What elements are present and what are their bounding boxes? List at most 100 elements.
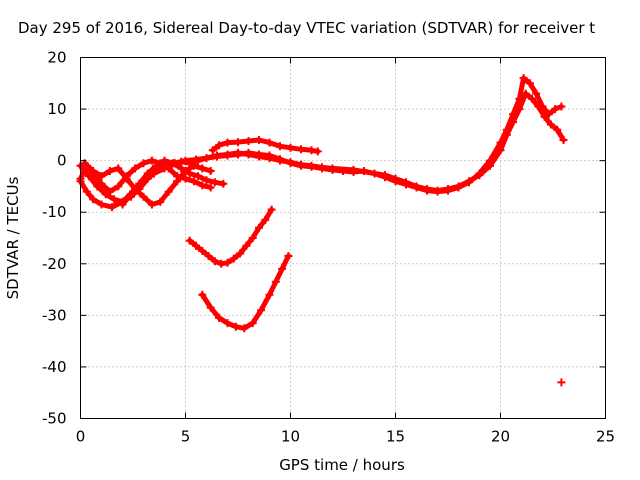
y-axis-label: SDTVAR / TECUs xyxy=(4,176,22,299)
data-point xyxy=(559,136,568,144)
data-point xyxy=(234,148,242,157)
data-point xyxy=(267,205,276,214)
series-arc-6 xyxy=(208,136,322,156)
data-point xyxy=(248,234,257,242)
data-point xyxy=(194,156,203,165)
data-point xyxy=(177,164,186,173)
data-point xyxy=(528,94,536,103)
series-arc-5 xyxy=(118,156,228,209)
axis-ticks: 0 5 10 15 20 25 -50 -40 -30 -20 -10 0 10 20 xyxy=(42,49,615,446)
data-point xyxy=(89,195,98,204)
series-track xyxy=(82,160,214,207)
data-point xyxy=(198,164,207,173)
data-point xyxy=(206,167,215,175)
data-point xyxy=(248,319,257,328)
data-point xyxy=(198,290,207,299)
data-point xyxy=(105,187,114,196)
data-point xyxy=(433,187,442,196)
data-point xyxy=(271,277,280,286)
data-point xyxy=(189,177,198,186)
data-point xyxy=(206,303,215,312)
data-point xyxy=(276,156,284,165)
x-tick-label: 5 xyxy=(181,428,191,446)
data-point xyxy=(509,110,518,119)
data-point xyxy=(114,164,123,173)
data-point xyxy=(515,94,524,103)
data-point xyxy=(164,164,173,173)
data-point xyxy=(486,156,494,165)
data-point xyxy=(210,257,219,266)
data-point xyxy=(139,192,148,201)
data-point xyxy=(198,181,207,190)
y-tick-label: 20 xyxy=(47,49,66,67)
data-point xyxy=(538,102,547,111)
data-point xyxy=(82,187,91,196)
data-point xyxy=(444,186,452,195)
series-arc-8 xyxy=(198,252,293,333)
data-point xyxy=(502,125,511,134)
data-point xyxy=(244,150,253,159)
data-point xyxy=(202,154,211,163)
y-tick-label: -30 xyxy=(42,306,67,324)
data-point xyxy=(234,138,242,147)
data-point xyxy=(110,195,119,204)
data-point xyxy=(412,183,421,192)
data-point xyxy=(84,172,93,181)
data-point xyxy=(284,252,293,260)
data-point xyxy=(318,163,326,172)
data-point xyxy=(223,258,232,267)
data-point xyxy=(89,167,98,175)
data-point xyxy=(261,215,270,224)
data-point xyxy=(114,182,123,191)
data-point xyxy=(423,186,431,195)
data-point xyxy=(156,197,165,206)
data-point xyxy=(557,378,566,387)
data-point xyxy=(557,102,566,111)
data-point xyxy=(381,173,389,182)
data-point xyxy=(265,154,274,163)
data-point xyxy=(307,146,316,155)
data-point xyxy=(519,74,528,83)
data-point xyxy=(118,200,127,209)
series-isolated xyxy=(557,378,566,387)
data-point xyxy=(242,241,251,250)
y-tick-label: -20 xyxy=(42,255,67,273)
data-point xyxy=(223,138,232,147)
data-point xyxy=(194,172,203,181)
data-point xyxy=(185,236,194,245)
data-point xyxy=(97,179,106,188)
data-point xyxy=(244,137,253,145)
data-point xyxy=(215,313,224,322)
data-point xyxy=(135,179,144,188)
data-point xyxy=(255,223,263,232)
data-point xyxy=(391,177,400,186)
data-point xyxy=(229,254,238,263)
data-point xyxy=(219,179,228,188)
chart-title: Day 295 of 2016, Sidereal Day-to-day VTE… xyxy=(18,19,595,37)
data-point xyxy=(204,252,213,260)
data-point xyxy=(93,182,102,191)
data-point xyxy=(496,138,505,147)
data-point xyxy=(210,178,219,187)
data-series xyxy=(76,74,568,387)
data-point xyxy=(206,183,215,192)
series-arc-2 xyxy=(76,74,566,206)
data-point xyxy=(544,110,553,119)
data-point xyxy=(215,141,224,150)
data-point xyxy=(265,138,274,147)
data-point xyxy=(105,167,114,175)
data-point xyxy=(147,156,156,165)
data-point xyxy=(122,174,131,183)
data-point xyxy=(255,136,263,144)
x-tick-label: 15 xyxy=(386,428,405,446)
data-point xyxy=(108,203,116,212)
y-tick-label: -50 xyxy=(42,410,67,428)
data-point xyxy=(185,169,194,178)
data-point xyxy=(160,156,169,165)
x-axis-label: GPS time / hours xyxy=(279,456,405,474)
data-point xyxy=(297,160,305,169)
data-point xyxy=(551,105,560,114)
data-point xyxy=(152,161,161,170)
data-point xyxy=(370,169,379,178)
